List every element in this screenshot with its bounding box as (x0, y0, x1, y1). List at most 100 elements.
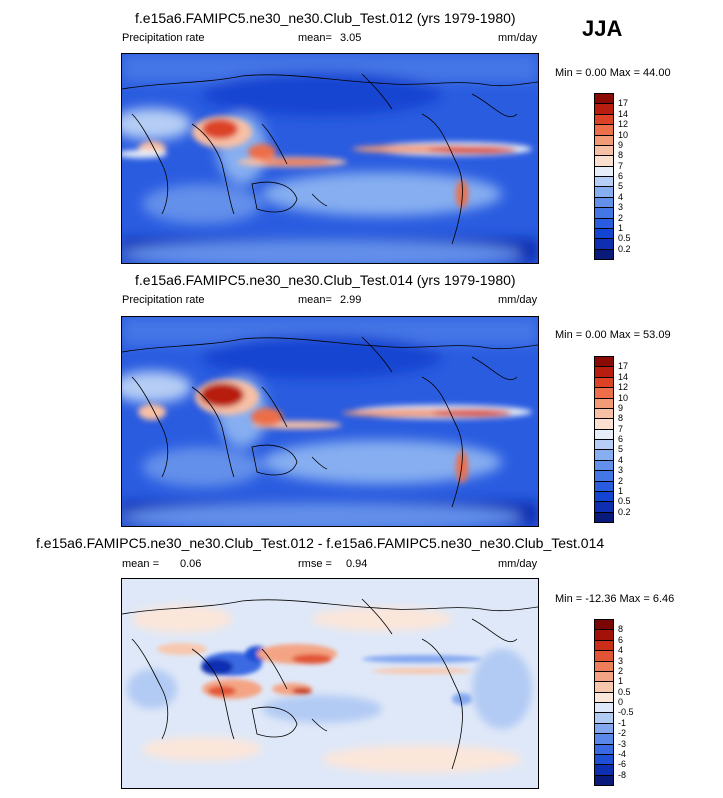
colorbar-tick-label: -3 (618, 738, 627, 749)
colorbar-tick-label: 3 (618, 655, 624, 666)
colorbar-tick-label: 2 (618, 212, 624, 223)
colorbar-tick-label: 0.2 (618, 506, 631, 517)
colorbar-tick-label: 0.5 (618, 233, 631, 244)
colorbar-tick-label: 4 (618, 645, 624, 656)
colorbar-swatch (594, 366, 614, 378)
panel-3-rmse-value: 0.94 (346, 558, 368, 570)
panel-3-rmse-label: rmse = (298, 558, 332, 570)
colorbar-tick-label: 12 (618, 382, 629, 393)
colorbar-swatch (594, 227, 614, 240)
colorbar-swatch (594, 670, 614, 683)
colorbar-swatch (594, 407, 614, 420)
colorbar-swatch (594, 650, 614, 662)
colorbar-tick-label: 4 (618, 454, 624, 465)
colorbar-swatch (594, 103, 614, 115)
colorbar-tick-label: 3 (618, 465, 624, 476)
colorbar-swatch (594, 681, 614, 693)
colorbar-tick-label: 1 (618, 222, 624, 233)
colorbar-swatch (594, 439, 614, 451)
panel-1-variable-label: Precipitation rate (122, 32, 205, 44)
panel-1-mean-label: mean= (298, 32, 332, 44)
colorbar-swatch (594, 418, 614, 430)
panel-2-map (121, 316, 539, 527)
colorbar-tick-label: -6 (618, 759, 627, 770)
colorbar-swatch (594, 196, 614, 209)
colorbar-tick-label: 12 (618, 119, 629, 130)
colorbar-swatch (594, 124, 614, 136)
colorbar-tick-label: 8 (618, 624, 624, 635)
colorbar-swatch (594, 501, 614, 513)
panel-3-mean-label: mean = (122, 558, 159, 570)
colorbar-swatch (594, 397, 614, 409)
colorbar-tick-label: -1 (618, 717, 627, 728)
colorbar-tick-label: 8 (618, 150, 624, 161)
colorbar-tick-label: 0 (618, 697, 624, 707)
colorbar-tick-label: 0.5 (618, 496, 631, 507)
colorbar-tick-label: -8 (618, 769, 627, 780)
panel-2-title: f.e15a6.FAMIPC5.ne30_ne30.Club_Test.014 … (135, 272, 516, 288)
colorbar-swatch (594, 511, 614, 523)
colorbar-swatch (594, 217, 614, 229)
colorbar-swatch (594, 470, 614, 482)
colorbar-swatch (594, 712, 614, 724)
panel-1-map (121, 53, 539, 264)
colorbar-swatch (594, 238, 614, 250)
colorbar-tick-label: 8 (618, 413, 624, 424)
colorbar-tick-label: -0.5 (618, 707, 634, 718)
panel-3-title: f.e15a6.FAMIPC5.ne30_ne30.Club_Test.012 … (36, 535, 605, 551)
colorbar-swatch (594, 480, 614, 492)
panel-1-colorbar: 0.2 0.5 1 2 3 4 5 6 7 8 9 10 12 14 17 (594, 93, 664, 260)
colorbar-tick-label: -2 (618, 728, 627, 739)
panel-1-units: mm/day (498, 32, 538, 44)
colorbar-tick-label: -4 (618, 748, 627, 759)
colorbar-tick-label: 17 (618, 361, 629, 372)
colorbar-swatch (594, 722, 614, 735)
panel-3-colorbar: -8 -6 -4 -3 -2 -1 -0.5 0 0.5 1 2 3 4 6 8 (594, 619, 664, 786)
colorbar-swatch (594, 774, 614, 786)
panel-3-mean-value: 0.06 (180, 558, 202, 570)
colorbar-swatch (594, 743, 614, 755)
panel-2-units: mm/day (498, 294, 538, 306)
panel-2-minmax: Min = 0.00 Max = 53.09 (555, 329, 671, 341)
panel-3-minmax: Min = -12.36 Max = 6.46 (555, 593, 675, 605)
colorbar-swatch (594, 356, 614, 368)
colorbar-tick-label: 2 (618, 665, 624, 676)
colorbar-swatch (594, 764, 614, 776)
colorbar-tick-label: 9 (618, 139, 624, 150)
colorbar-swatch (594, 660, 614, 672)
colorbar-swatch (594, 459, 614, 472)
colorbar-tick-label: 1 (618, 676, 624, 687)
colorbar-swatch (594, 186, 614, 198)
colorbar-swatch (594, 248, 614, 260)
panel-1-minmax: Min = 0.00 Max = 44.00 (555, 67, 671, 79)
colorbar-swatch (594, 387, 614, 399)
colorbar-swatch (594, 733, 614, 745)
colorbar-swatch (594, 176, 614, 188)
colorbar-tick-label: 0.5 (618, 686, 631, 697)
panel-2-variable-label: Precipitation rate (122, 294, 205, 306)
colorbar-tick-label: 1 (618, 485, 624, 496)
panel-2-mean-label: mean= (298, 294, 332, 306)
panel-3-units: mm/day (498, 558, 538, 570)
colorbar-swatch (594, 639, 614, 652)
colorbar-swatch (594, 428, 614, 440)
colorbar-swatch (594, 691, 614, 703)
colorbar-tick-label: 2 (618, 475, 624, 486)
colorbar-tick-label: 5 (618, 444, 624, 455)
panel-3-map (121, 578, 539, 789)
panel-1-title: f.e15a6.FAMIPC5.ne30_ne30.Club_Test.012 … (135, 10, 516, 26)
colorbar-swatch (594, 629, 614, 641)
colorbar-swatch (594, 376, 614, 389)
colorbar-swatch (594, 93, 614, 105)
colorbar-swatch (594, 449, 614, 461)
colorbar-tick-label: 4 (618, 191, 624, 202)
colorbar-tick-label: 6 (618, 634, 624, 645)
colorbar-tick-label: 7 (618, 160, 624, 171)
panel-2-colorbar: 0.2 0.5 1 2 3 4 5 6 7 8 9 10 12 14 17 (594, 356, 664, 523)
season-label: JJA (582, 16, 623, 41)
colorbar-tick-label: 14 (618, 108, 629, 119)
colorbar-swatch (594, 753, 614, 766)
colorbar-tick-label: 0.2 (618, 243, 631, 254)
colorbar-swatch (594, 134, 614, 146)
colorbar-swatch (594, 113, 614, 126)
